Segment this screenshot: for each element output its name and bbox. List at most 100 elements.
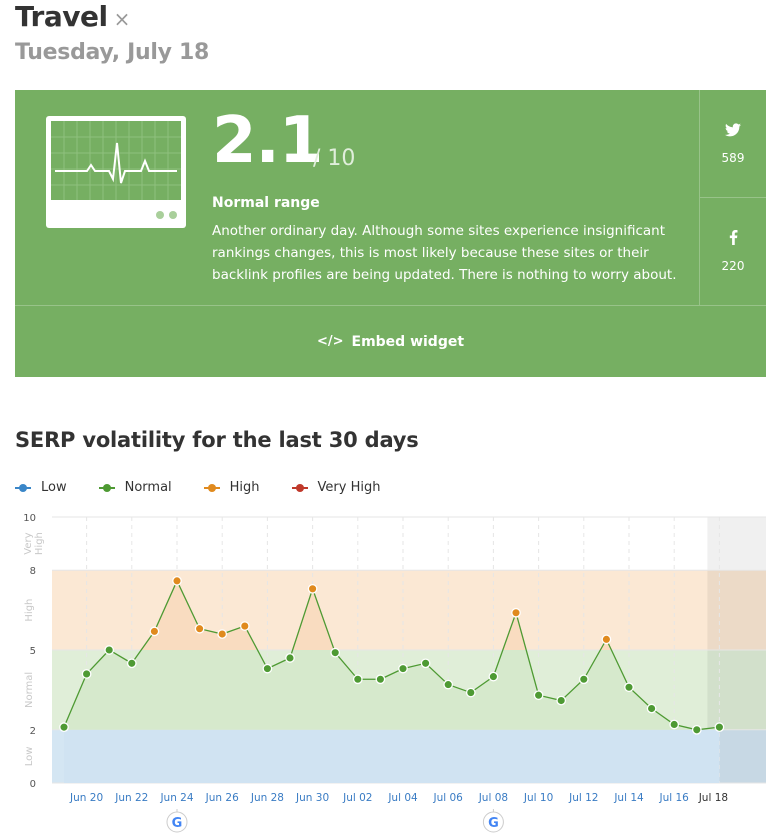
y-tick-label: 2	[30, 726, 36, 737]
legend-swatch-very-high	[291, 482, 308, 494]
data-point	[217, 629, 228, 639]
x-tick-label: Jun 26	[205, 792, 239, 804]
monitor-screen	[51, 121, 181, 200]
data-point	[262, 663, 273, 674]
x-tick-label: Jul 02	[342, 792, 372, 804]
data-point	[239, 621, 250, 631]
data-point	[624, 682, 634, 693]
x-tick-label: Jul 10	[523, 792, 553, 804]
data-point	[398, 663, 408, 674]
data-point	[375, 674, 386, 685]
code-icon: </>	[316, 334, 344, 349]
page-title: Travel	[15, 0, 108, 33]
legend-label: High	[229, 480, 260, 495]
data-point	[578, 674, 589, 685]
band-label-normal: Normal	[24, 672, 35, 708]
x-tick-label: Jun 28	[250, 792, 284, 804]
heartbeat-graphic	[51, 121, 181, 200]
data-point	[511, 607, 521, 618]
x-tick-label: Jul 16	[659, 792, 690, 804]
data-point	[533, 690, 544, 701]
y-tick-label: 0	[30, 779, 36, 790]
x-tick-label: Jul 08	[478, 792, 508, 804]
data-point	[194, 623, 205, 634]
legend-label: Normal	[124, 480, 172, 495]
google-icon	[482, 811, 504, 833]
section-title: SERP volatility for the last 30 days	[15, 428, 419, 452]
legend-item-low[interactable]: Low	[15, 480, 67, 495]
data-point	[420, 658, 431, 669]
legend-item-very-high[interactable]: Very High	[291, 480, 381, 495]
y-tick-label: 5	[30, 646, 36, 657]
facebook-share-button[interactable]: 220	[700, 197, 766, 304]
data-point	[669, 719, 680, 730]
google-icon-glyph: G	[488, 816, 499, 831]
data-point	[307, 583, 318, 594]
data-point	[646, 703, 657, 714]
band-label-very-high: High	[34, 532, 45, 555]
data-point	[352, 674, 363, 685]
embed-widget-button[interactable]: </> Embed widget	[15, 305, 766, 377]
data-point	[172, 575, 182, 586]
chart-legend: Low Normal High Very High	[15, 480, 412, 495]
monitor-icon	[46, 116, 186, 228]
twitter-count: 589	[721, 150, 745, 165]
y-tick-label: 8	[30, 566, 36, 577]
x-tick-label: Jun 24	[159, 792, 193, 804]
embed-widget-label: Embed widget	[351, 333, 465, 350]
legend-item-normal[interactable]: Normal	[98, 480, 172, 495]
data-point	[465, 687, 476, 698]
band-very-high-bg	[52, 517, 766, 571]
series-line	[63, 579, 720, 731]
data-point	[714, 722, 725, 732]
data-point	[285, 653, 295, 663]
data-point	[601, 634, 612, 645]
x-tick-label: Jul 12	[568, 792, 598, 804]
monitor-dot	[156, 211, 164, 219]
google-icon	[166, 811, 188, 833]
score-card-main: 2.1 / 10 Normal range Another ordinary d…	[15, 90, 699, 305]
twitter-share-button[interactable]: 589	[700, 90, 766, 197]
google-icon-glyph: G	[172, 816, 183, 831]
area-fill-normal	[64, 650, 720, 730]
score-denominator: / 10	[313, 146, 356, 171]
data-point	[691, 724, 702, 735]
facebook-icon	[729, 229, 738, 249]
legend-swatch-normal	[98, 482, 115, 494]
area-fill-high	[109, 580, 612, 650]
x-tick-label: Jun 20	[69, 792, 103, 804]
data-point	[81, 669, 92, 679]
data-point	[59, 722, 69, 732]
legend-swatch-high	[203, 482, 220, 494]
data-point	[126, 658, 137, 669]
twitter-icon	[725, 122, 741, 141]
facebook-count: 220	[721, 258, 745, 273]
data-point	[149, 626, 160, 637]
legend-swatch-low	[15, 482, 31, 494]
legend-label: Very High	[317, 480, 381, 495]
data-point	[556, 695, 567, 706]
x-tick-label: Jul 04	[387, 792, 418, 804]
social-share: 589 220	[699, 90, 766, 305]
volatility-score: 2.1	[212, 104, 323, 178]
band-label-low: Low	[24, 747, 35, 767]
range-description: Another ordinary day. Although some site…	[212, 223, 677, 283]
band-label-high: High	[24, 599, 35, 622]
data-point	[488, 671, 499, 682]
band-label-very-high: Very	[23, 532, 34, 554]
x-tick-label: Jun 30	[295, 792, 329, 804]
page-date: Tuesday, July 18	[15, 40, 210, 65]
data-point	[443, 679, 454, 690]
range-label: Normal range	[212, 195, 320, 211]
monitor-dot	[169, 211, 177, 219]
close-icon[interactable]: ×	[113, 7, 131, 31]
data-point	[330, 647, 341, 658]
score-card: 2.1 / 10 Normal range Another ordinary d…	[15, 90, 766, 377]
data-point	[104, 645, 115, 655]
title-row: Travel ×	[15, 0, 130, 33]
area-fill-low	[64, 729, 720, 783]
x-tick-label: Jul 06	[433, 792, 464, 804]
x-tick-label: Jul 14	[613, 792, 644, 804]
legend-item-high[interactable]: High	[203, 480, 260, 495]
